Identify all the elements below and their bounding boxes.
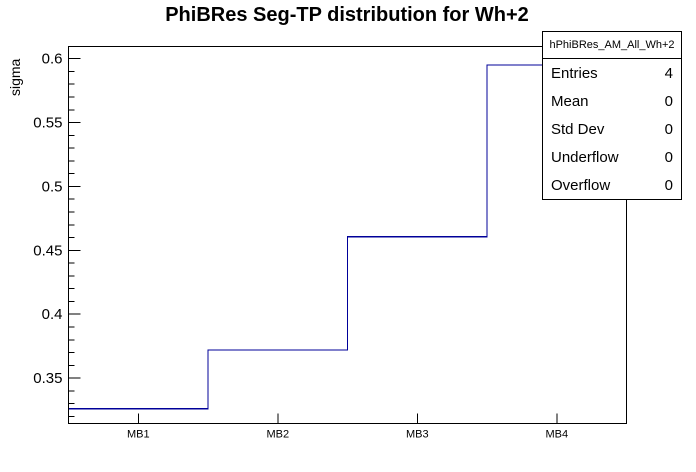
stats-row-value: 4 bbox=[664, 64, 673, 82]
stats-row-label: Mean bbox=[551, 92, 589, 110]
stats-row: Entries 4 bbox=[543, 59, 681, 87]
stats-row-label: Std Dev bbox=[551, 120, 605, 138]
stats-row: Overflow 0 bbox=[543, 171, 681, 199]
y-tick-label: 0.6 bbox=[42, 51, 63, 68]
stats-row-value: 0 bbox=[664, 92, 673, 110]
stats-box: hPhiBRes_AM_All_Wh+2 Entries 4 Mean 0 Std De… bbox=[542, 31, 682, 200]
stats-row-value: 0 bbox=[664, 148, 673, 166]
stats-row-label: Underflow bbox=[551, 148, 619, 166]
y-tick-label: 0.55 bbox=[33, 115, 62, 132]
stats-row: Underflow 0 bbox=[543, 143, 681, 171]
x-tick-label: MB2 bbox=[266, 429, 289, 441]
stats-box-title: hPhiBRes_AM_All_Wh+2 bbox=[543, 32, 681, 59]
stats-row: Std Dev 0 bbox=[543, 115, 681, 143]
y-tick-label: 0.4 bbox=[42, 306, 63, 323]
stats-rows: Entries 4 Mean 0 Std Dev 0 Underflow 0 Overflow 0 bbox=[543, 59, 681, 199]
stats-row-value: 0 bbox=[664, 120, 673, 138]
y-tick-label: 0.35 bbox=[33, 370, 62, 387]
stats-row-label: Entries bbox=[551, 64, 598, 82]
stats-row-value: 0 bbox=[664, 176, 673, 194]
plot-frame bbox=[68, 46, 627, 424]
x-tick-label: MB4 bbox=[545, 429, 568, 441]
chart-title: PhiBRes Seg-TP distribution for Wh+2 bbox=[165, 4, 529, 26]
x-tick-label: MB1 bbox=[127, 429, 150, 441]
y-tick-label: 0.45 bbox=[33, 242, 62, 259]
y-tick-label: 0.5 bbox=[42, 178, 63, 195]
stats-row: Mean 0 bbox=[543, 87, 681, 115]
x-tick-label: MB3 bbox=[406, 429, 429, 441]
histogram-line bbox=[68, 64, 627, 410]
stats-row-label: Overflow bbox=[551, 176, 611, 194]
